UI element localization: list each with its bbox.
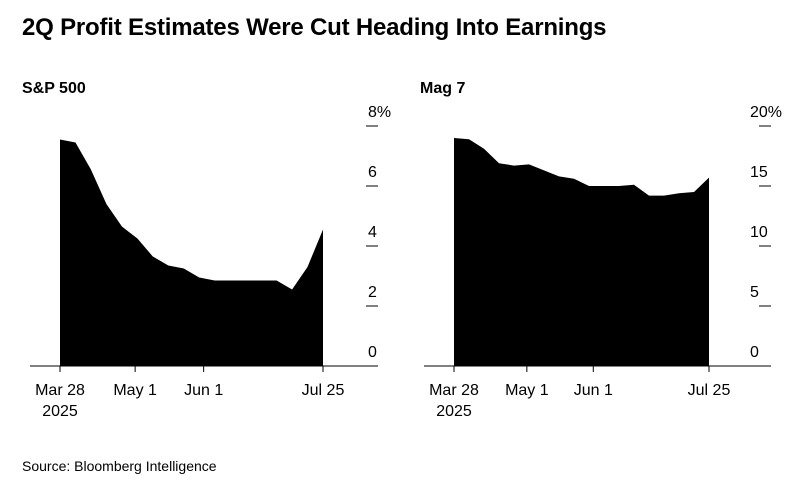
y-tick-label-mag7-0: 0 xyxy=(750,344,759,361)
y-tick-label-mag7-10: 10 xyxy=(750,224,768,241)
x-tick-label-sp500-119: Jul 25 xyxy=(302,382,345,399)
x-tick-label-sp500-65: Jun 1 xyxy=(184,382,223,399)
y-tick-label-sp500-8: 8% xyxy=(368,104,391,121)
source-note: Source: Bloomberg Intelligence xyxy=(22,458,217,474)
x-tick-label-mag7-0: Mar 28 xyxy=(429,382,479,399)
panel-title-sp500: S&P 500 xyxy=(22,80,86,97)
x-tick-label-mag7-34: May 1 xyxy=(505,382,549,399)
x-tick-sublabel-sp500-0: 2025 xyxy=(42,403,78,420)
y-tick-label-sp500-0: 0 xyxy=(368,344,377,361)
panel-title-mag7: Mag 7 xyxy=(420,80,466,97)
x-tick-label-mag7-119: Jul 25 xyxy=(688,382,731,399)
x-tick-sublabel-mag7-0: 2025 xyxy=(436,403,472,420)
area-series-mag7 xyxy=(454,138,709,366)
y-tick-label-sp500-4: 4 xyxy=(368,224,377,241)
area-series-sp500 xyxy=(60,139,323,366)
y-tick-label-mag7-15: 15 xyxy=(750,164,768,181)
x-tick-label-sp500-34: May 1 xyxy=(113,382,157,399)
y-tick-label-mag7-20: 20% xyxy=(750,104,782,121)
y-tick-label-sp500-6: 6 xyxy=(368,164,377,181)
x-tick-label-sp500-0: Mar 28 xyxy=(35,382,85,399)
y-tick-label-mag7-5: 5 xyxy=(750,284,759,301)
y-tick-label-sp500-2: 2 xyxy=(368,284,377,301)
x-tick-label-mag7-65: Jun 1 xyxy=(574,382,613,399)
chart-title: 2Q Profit Estimates Were Cut Heading Int… xyxy=(22,14,607,41)
